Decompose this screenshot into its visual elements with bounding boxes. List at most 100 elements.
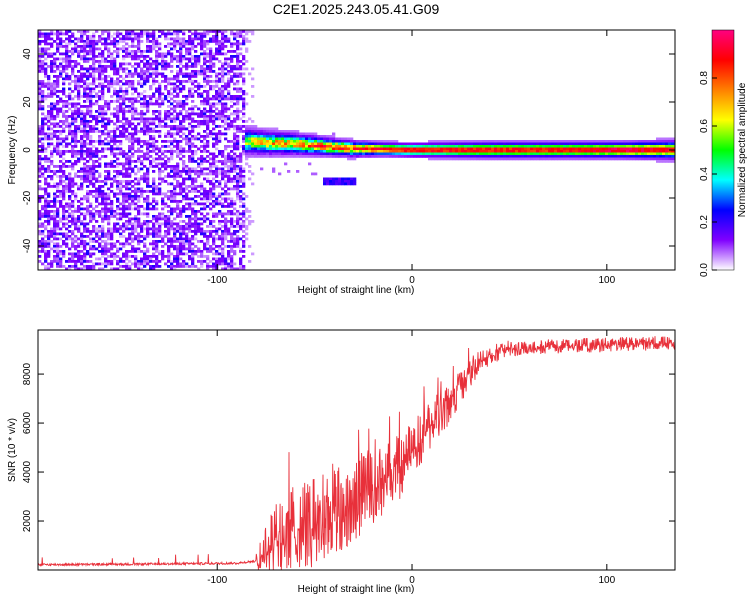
spectrogram-cell bbox=[503, 157, 507, 161]
spectrogram-cell bbox=[365, 142, 369, 146]
spectrogram-cell bbox=[74, 102, 78, 106]
spectrogram-cell bbox=[185, 197, 189, 201]
spectrogram-cell bbox=[140, 85, 144, 88]
spectrogram-cell bbox=[194, 202, 198, 206]
spectrogram-cell bbox=[203, 172, 207, 176]
spectrogram-cell bbox=[152, 260, 156, 263]
spectrogram-cell bbox=[236, 175, 240, 178]
spectrogram-cell bbox=[101, 190, 105, 193]
spectrogram-cell bbox=[194, 180, 198, 183]
spectrogram-cell bbox=[191, 45, 195, 48]
spectrogram-cell bbox=[146, 75, 150, 78]
spectrogram-cell bbox=[152, 227, 156, 231]
spectrogram-cell bbox=[248, 245, 252, 248]
spectrogram-cell bbox=[167, 227, 171, 231]
spectrogram-cell bbox=[47, 182, 51, 186]
spectrogram-cell bbox=[530, 157, 534, 161]
spectrogram-cell bbox=[68, 107, 72, 111]
spectrogram-cell bbox=[38, 255, 42, 258]
spectrogram-cell bbox=[209, 245, 213, 248]
spectrogram-cell bbox=[230, 112, 234, 116]
spectrogram-cell bbox=[233, 145, 237, 148]
spectrogram-cell bbox=[143, 155, 147, 158]
spectrogram-cell bbox=[92, 65, 96, 68]
spectrogram-cell bbox=[227, 70, 231, 73]
spectrogram-cell bbox=[38, 185, 42, 188]
spectrogram-cell bbox=[308, 140, 312, 143]
spectrogram-cell bbox=[155, 117, 159, 121]
spectrogram-cell bbox=[104, 85, 108, 88]
spectrogram-cell bbox=[350, 180, 354, 183]
spectrogram-cell bbox=[140, 127, 144, 131]
spectrogram-cell bbox=[137, 155, 141, 158]
spectrogram-cell bbox=[542, 152, 546, 156]
spectrogram-cell bbox=[146, 127, 150, 131]
spectrogram-cell bbox=[56, 147, 60, 151]
spectrogram-cell bbox=[401, 147, 405, 151]
spectrogram-cell bbox=[80, 85, 84, 88]
spectrogram-cell bbox=[530, 152, 534, 156]
spectrogram-cell bbox=[215, 75, 219, 78]
spectrogram-cell bbox=[113, 212, 117, 216]
spectrogram-cell bbox=[254, 145, 258, 148]
spectrogram-cell bbox=[188, 77, 192, 81]
spectrogram-cell bbox=[287, 140, 291, 143]
spectrogram-cell bbox=[149, 45, 153, 48]
spectrogram-cell bbox=[143, 95, 147, 98]
spectrogram-cell bbox=[95, 165, 99, 168]
spectrogram-cell bbox=[38, 180, 42, 183]
spectrogram-cell bbox=[227, 267, 231, 270]
spectrogram-cell bbox=[104, 122, 108, 126]
spectrogram-cell bbox=[104, 132, 108, 136]
spectrogram-cell bbox=[56, 210, 60, 213]
spectrogram-cell bbox=[353, 177, 357, 181]
spectrogram-cell bbox=[122, 195, 126, 198]
spectrogram-cell bbox=[203, 55, 207, 58]
spectrogram-cell bbox=[221, 235, 225, 238]
spectrogram-cell bbox=[56, 85, 60, 88]
spectrogram-cell bbox=[203, 187, 207, 191]
spectrogram-cell bbox=[146, 70, 150, 73]
spectrogram-cell bbox=[350, 142, 354, 146]
spectrogram-cell bbox=[467, 150, 471, 153]
spectrogram-cell bbox=[203, 255, 207, 258]
spectrogram-cell bbox=[362, 142, 366, 146]
spectrogram-cell bbox=[92, 170, 96, 173]
spectrogram-cell bbox=[95, 200, 99, 203]
spectrogram-cell bbox=[137, 65, 141, 68]
spectrogram-cell bbox=[188, 112, 192, 116]
spectrogram-cell bbox=[62, 45, 66, 48]
spectrogram-cell bbox=[116, 97, 120, 101]
spectrogram-cell bbox=[65, 105, 69, 108]
spectrogram-cell bbox=[188, 90, 192, 93]
spectrogram-cell bbox=[509, 150, 513, 153]
spectrogram-cell bbox=[164, 165, 168, 168]
spectrogram-cell bbox=[77, 187, 81, 191]
spectrogram-cell bbox=[185, 50, 189, 53]
spectrogram-cell bbox=[179, 110, 183, 113]
spectrogram-cell bbox=[206, 32, 210, 36]
spectrogram-cell bbox=[233, 120, 237, 123]
spectrogram-cell bbox=[185, 135, 189, 138]
spectrogram-cell bbox=[62, 102, 66, 106]
spectrogram-cell bbox=[323, 140, 327, 143]
spectrogram-cell bbox=[200, 52, 204, 56]
spectrogram-cell bbox=[47, 267, 51, 270]
spectrogram-cell bbox=[59, 142, 63, 146]
spectrogram-cell bbox=[71, 122, 75, 126]
spectrogram-cell bbox=[380, 150, 384, 153]
spectrogram-cell bbox=[74, 140, 78, 143]
spectrogram-cell bbox=[203, 245, 207, 248]
spectrogram-cell bbox=[83, 227, 87, 231]
spectrogram-cell bbox=[257, 150, 261, 153]
spectrogram-cell bbox=[209, 202, 213, 206]
spectrogram-cell bbox=[266, 130, 270, 133]
spectrogram-cell bbox=[332, 147, 336, 151]
spectrogram-cell bbox=[62, 197, 66, 201]
spectrogram-cell bbox=[161, 162, 165, 166]
spectrogram-cell bbox=[38, 67, 42, 71]
spectrogram-cell bbox=[233, 87, 237, 91]
spectrogram-cell bbox=[170, 112, 174, 116]
spectrogram-cell bbox=[125, 50, 129, 53]
spectrogram-cell bbox=[149, 257, 153, 261]
